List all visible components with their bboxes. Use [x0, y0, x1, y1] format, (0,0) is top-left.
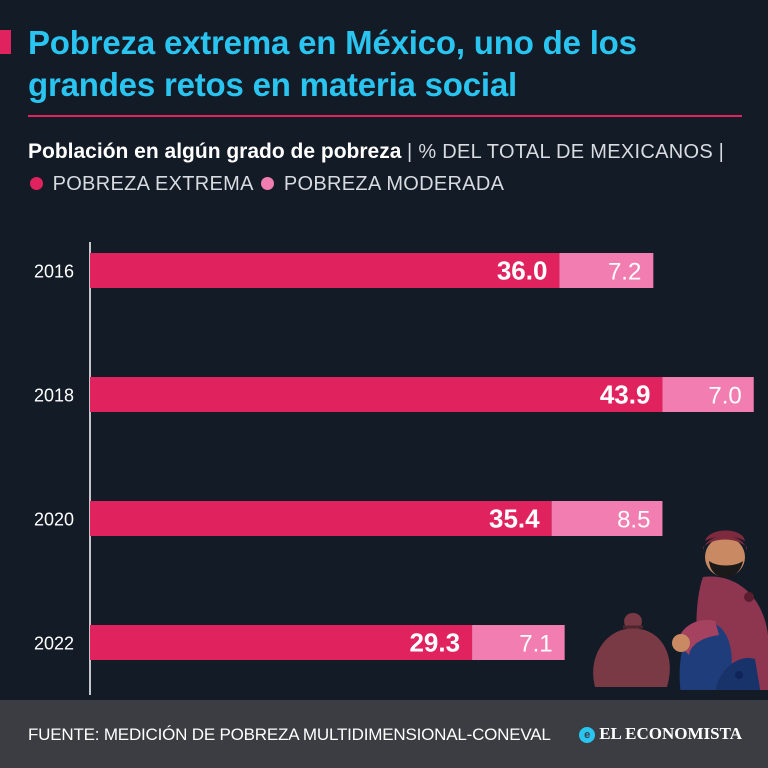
data-label-moderate: 7.0 [708, 383, 741, 410]
bar-moderate [551, 501, 663, 536]
page-title: Pobreza extrema en México, uno de los gr… [28, 24, 637, 103]
person-illustration [585, 530, 768, 700]
subtitle-unit: % DEL TOTAL DE MEXICANOS [418, 141, 713, 163]
bars-group: 2016 36.0 7.2 2018 43.9 7.0 2020 35.4 8.5 2022 29.… [34, 253, 754, 660]
data-label-moderate: 8.5 [617, 507, 650, 534]
subtitle-separator: | [406, 141, 419, 163]
category-label: 2022 [34, 634, 74, 654]
chart-subtitle: Población en algún grado de pobreza | % … [28, 136, 738, 200]
bar-extreme [90, 253, 560, 288]
data-label-extreme: 35.4 [489, 504, 540, 534]
sack-shape [593, 613, 670, 687]
legend-moderate-dot [261, 177, 275, 190]
bar-extreme [90, 625, 473, 660]
bar-chart: 2016 36.0 7.2 2018 43.9 7.0 2020 35.4 8.5 2022 29.… [34, 242, 754, 695]
data-label-moderate: 7.1 [519, 631, 552, 658]
bar-extreme [90, 501, 552, 536]
subtitle-separator: | [718, 141, 725, 163]
footer-bar: FUENTE: MEDICIÓN DE POBREZA MULTIDIMENSI… [0, 700, 768, 768]
brand-name: EL ECONOMISTA [599, 724, 742, 743]
title-accent-bar [0, 30, 11, 54]
subtitle-main: Población en algún grado de pobreza [28, 140, 402, 163]
data-label-extreme: 29.3 [409, 628, 460, 658]
legend-moderate-label: POBREZA MODERADA [283, 173, 505, 195]
category-label: 2020 [34, 510, 74, 530]
bar-moderate [559, 253, 654, 288]
data-label-extreme: 43.9 [600, 380, 651, 410]
legend-extreme-label: POBREZA EXTREMA [52, 173, 254, 195]
category-label: 2018 [34, 386, 74, 406]
bar-moderate [472, 625, 565, 660]
bar-extreme [90, 377, 663, 412]
data-label-extreme: 36.0 [497, 256, 548, 286]
source-note: FUENTE: MEDICIÓN DE POBREZA MULTIDIMENSI… [28, 725, 551, 744]
bar-moderate [662, 377, 754, 412]
brand-logo: e EL ECONOMISTA [579, 724, 742, 744]
legend-extreme-dot [30, 177, 43, 190]
category-label: 2016 [34, 262, 74, 282]
brand-logo-icon: e [579, 727, 596, 743]
title-divider [28, 115, 742, 117]
data-label-moderate: 7.2 [608, 259, 641, 286]
